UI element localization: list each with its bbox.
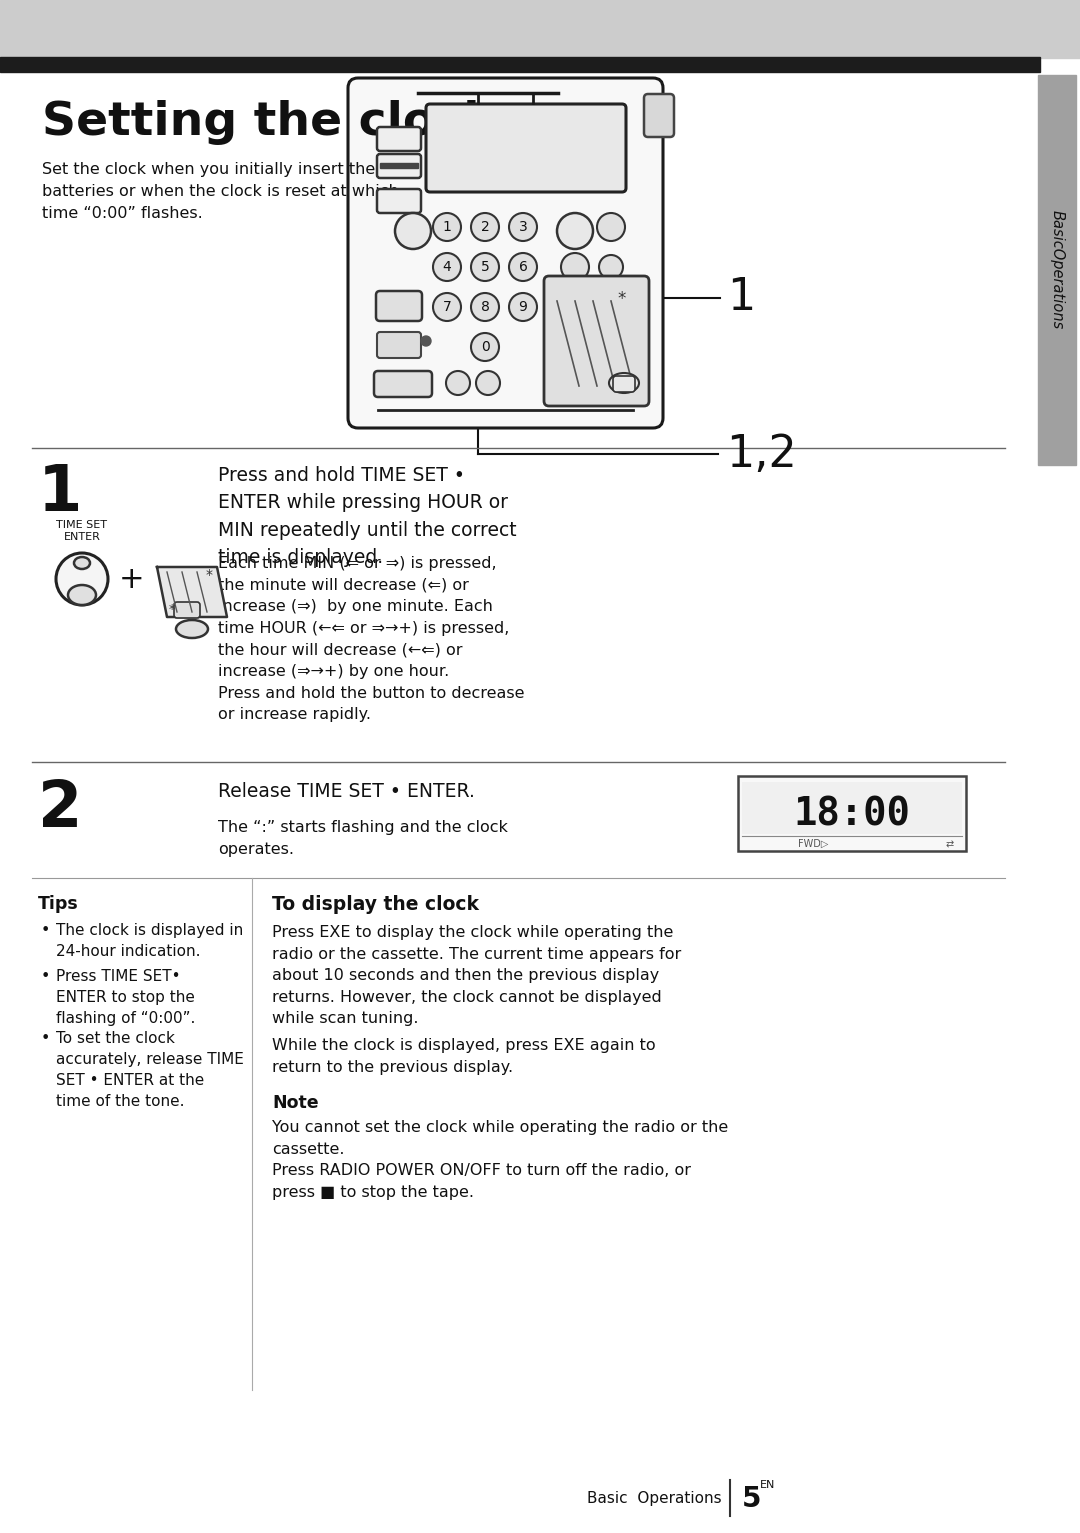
Text: *: *: [205, 569, 213, 583]
Text: •: •: [41, 923, 51, 938]
Text: You cannot set the clock while operating the radio or the
cassette.
Press RADIO : You cannot set the clock while operating…: [272, 1121, 728, 1200]
Text: 7: 7: [443, 300, 451, 314]
Bar: [1038, 75, 1076, 464]
Text: 1: 1: [38, 461, 82, 524]
Text: 8: 8: [481, 300, 489, 314]
Text: •: •: [41, 969, 51, 984]
Text: 6: 6: [518, 261, 527, 274]
FancyBboxPatch shape: [377, 333, 421, 359]
Circle shape: [395, 213, 431, 248]
Polygon shape: [157, 567, 227, 616]
FancyBboxPatch shape: [376, 291, 422, 320]
Text: The “:” starts flashing and the clock
operates.: The “:” starts flashing and the clock op…: [218, 820, 508, 857]
Text: 3: 3: [518, 221, 527, 235]
Text: Setting the clock: Setting the clock: [42, 100, 495, 146]
Circle shape: [509, 213, 537, 241]
Bar: [738, 776, 966, 851]
FancyBboxPatch shape: [174, 602, 200, 618]
FancyBboxPatch shape: [374, 371, 432, 397]
Circle shape: [421, 336, 431, 346]
Circle shape: [476, 371, 500, 396]
Text: FWD▷: FWD▷: [798, 839, 828, 849]
Bar: [380, 162, 418, 169]
Text: 1,2: 1,2: [726, 432, 797, 475]
Circle shape: [597, 213, 625, 241]
Text: Press EXE to display the clock while operating the
radio or the cassette. The cu: Press EXE to display the clock while ope…: [272, 924, 681, 1027]
Text: 5: 5: [742, 1485, 761, 1513]
Circle shape: [471, 213, 499, 241]
Text: 5: 5: [481, 261, 489, 274]
Ellipse shape: [609, 373, 639, 392]
Circle shape: [433, 293, 461, 320]
Circle shape: [446, 371, 470, 396]
Circle shape: [56, 553, 108, 606]
Ellipse shape: [75, 556, 90, 569]
Text: 18:00: 18:00: [794, 796, 910, 832]
FancyBboxPatch shape: [348, 78, 663, 428]
Text: +: +: [119, 564, 145, 593]
Circle shape: [509, 253, 537, 281]
Circle shape: [433, 253, 461, 281]
Text: 1: 1: [727, 276, 755, 319]
FancyBboxPatch shape: [644, 94, 674, 136]
Circle shape: [599, 254, 623, 279]
Bar: [0, 57, 1040, 72]
Text: While the clock is displayed, press EXE again to
return to the previous display.: While the clock is displayed, press EXE …: [272, 1038, 656, 1075]
Circle shape: [557, 213, 593, 248]
Text: BasicOperations: BasicOperations: [1050, 210, 1065, 330]
Text: 4: 4: [443, 261, 451, 274]
FancyBboxPatch shape: [377, 189, 421, 213]
Bar: [742, 782, 962, 834]
FancyBboxPatch shape: [544, 276, 649, 406]
Text: Press and hold TIME SET •
ENTER while pressing HOUR or
MIN repeatedly until the : Press and hold TIME SET • ENTER while pr…: [218, 466, 516, 567]
FancyBboxPatch shape: [613, 376, 635, 392]
Text: Tips: Tips: [38, 895, 79, 914]
Text: 9: 9: [518, 300, 527, 314]
Text: 0: 0: [481, 340, 489, 354]
Text: Each time MIN (⇐ or ⇒) is pressed,
the minute will decrease (⇐) or
increase (⇒) : Each time MIN (⇐ or ⇒) is pressed, the m…: [218, 556, 525, 722]
Ellipse shape: [176, 619, 208, 638]
Text: 2: 2: [38, 779, 82, 840]
Circle shape: [471, 293, 499, 320]
Text: To set the clock
accurately, release TIME
SET • ENTER at the
time of the tone.: To set the clock accurately, release TIM…: [56, 1032, 244, 1108]
Text: •: •: [41, 1032, 51, 1046]
Text: ⇄: ⇄: [946, 839, 954, 849]
Text: *: *: [168, 602, 175, 616]
Circle shape: [471, 253, 499, 281]
Ellipse shape: [68, 586, 96, 606]
Text: 1: 1: [443, 221, 451, 235]
FancyBboxPatch shape: [377, 153, 421, 178]
Text: TIME SET
ENTER: TIME SET ENTER: [56, 520, 108, 541]
Text: Release TIME SET • ENTER.: Release TIME SET • ENTER.: [218, 782, 475, 802]
Circle shape: [471, 333, 499, 360]
Text: EN: EN: [760, 1479, 775, 1490]
Text: The clock is displayed in
24-hour indication.: The clock is displayed in 24-hour indica…: [56, 923, 243, 960]
Text: 2: 2: [481, 221, 489, 235]
Text: Set the clock when you initially insert the
batteries or when the clock is reset: Set the clock when you initially insert …: [42, 162, 399, 221]
Text: Note: Note: [272, 1095, 319, 1111]
Circle shape: [433, 213, 461, 241]
Text: Press TIME SET•
ENTER to stop the
flashing of “0:00”.: Press TIME SET• ENTER to stop the flashi…: [56, 969, 195, 1026]
FancyBboxPatch shape: [377, 127, 421, 150]
Circle shape: [509, 293, 537, 320]
Text: *: *: [618, 290, 626, 308]
Text: To display the clock: To display the clock: [272, 895, 480, 914]
Bar: [0, 0, 1080, 58]
Text: Basic  Operations: Basic Operations: [588, 1492, 723, 1507]
FancyBboxPatch shape: [426, 104, 626, 192]
Circle shape: [561, 253, 589, 281]
